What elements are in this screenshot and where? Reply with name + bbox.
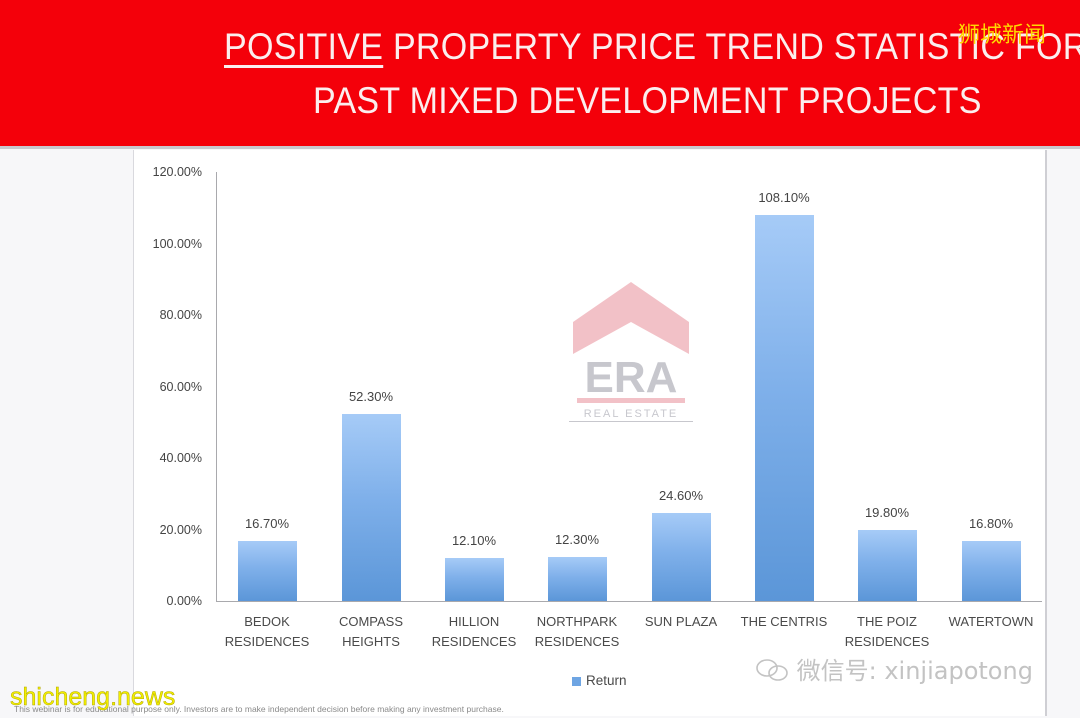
bar [961, 540, 1021, 601]
y-tick: 120.00% [152, 165, 202, 179]
x-category-label: NORTHPARK RESIDENCES [525, 612, 629, 652]
x-category-label: SUN PLAZA [629, 612, 733, 632]
title-line-1-rest: PROPERTY PRICE TREND STATISTIC FOR [383, 26, 1080, 67]
x-category-label: WATERTOWN [939, 612, 1043, 632]
wechat-icon [756, 659, 788, 681]
x-label-line-2: RESIDENCES [534, 634, 620, 649]
bar-value-label: 24.60% [658, 488, 704, 504]
disclaimer-text: This webinar is for educational purpose … [14, 704, 504, 714]
chinese-watermark: 狮城新闻 [958, 23, 1047, 48]
y-tick: 80.00% [159, 308, 202, 322]
page-title-line-2: PAST MIXED DEVELOPMENT PROJECTS [313, 80, 982, 121]
x-label-line-1: NORTHPARK [536, 614, 618, 629]
bar [444, 557, 504, 601]
bar [341, 414, 401, 601]
title-underlined-word: POSITIVE [224, 26, 384, 67]
y-tick: 60.00% [159, 380, 202, 394]
x-category-label: HILLION RESIDENCES [422, 612, 526, 652]
bar-value-label: 19.80% [864, 505, 910, 521]
logo-brand: ERA [585, 353, 678, 402]
x-label-line-2: RESIDENCES [844, 634, 930, 649]
bar [237, 541, 297, 601]
x-label-line-2: RESIDENCES [431, 634, 517, 649]
wechat-id-text: 微信号: xinjiapotong [796, 657, 1033, 685]
bar [651, 513, 711, 601]
x-label-line-1: THE POIZ [857, 614, 917, 629]
site-watermark: shicheng.news [10, 683, 176, 712]
title-banner: POSITIVE PROPERTY PRICE TREND STATISTIC … [0, 0, 1080, 149]
x-label-line-2: RESIDENCES [224, 634, 310, 649]
bar [547, 557, 607, 601]
y-tick: 40.00% [159, 451, 202, 465]
x-label-line-2: HEIGHTS [342, 634, 400, 649]
chart-panel [133, 150, 1047, 716]
y-tick: 100.00% [152, 237, 202, 251]
x-category-label: BEDOK RESIDENCES [215, 612, 319, 652]
bar-value-label: 52.30% [348, 389, 394, 405]
bar [754, 214, 814, 601]
legend-swatch-return [572, 676, 581, 686]
wechat-watermark: 微信号: xinjiapotong [755, 651, 1033, 686]
x-label-line-1: BEDOK [244, 614, 290, 629]
x-axis-line [216, 601, 1042, 602]
x-category-label: THE POIZ RESIDENCES [835, 612, 939, 652]
bar [857, 530, 917, 601]
x-label-line-1: COMPASS [338, 614, 404, 629]
x-category-label: THE CENTRIS [732, 612, 836, 632]
bar-value-label: 16.80% [968, 515, 1014, 531]
logo-tagline: REAL ESTATE [584, 408, 679, 420]
x-category-label: COMPASS HEIGHTS [319, 612, 423, 652]
page-title-line-1: POSITIVE PROPERTY PRICE TREND STATISTIC … [224, 26, 1080, 68]
y-tick: 0.00% [166, 594, 202, 608]
bar-value-label: 12.10% [451, 532, 497, 548]
bar-value-label: 16.70% [244, 516, 290, 532]
x-label-line-1: SUN PLAZA [644, 614, 718, 629]
x-label-line-1: THE CENTRIS [740, 614, 828, 629]
y-tick: 20.00% [159, 523, 202, 537]
bar-value-label: 108.10% [758, 189, 810, 205]
y-axis-line [216, 172, 217, 602]
legend-label-return: Return [586, 673, 627, 688]
house-roof-icon: ERA REAL ESTATE [569, 282, 693, 422]
chart-legend: Return [572, 673, 627, 688]
x-label-line-1: WATERTOWN [948, 614, 1034, 629]
era-logo: ERA REAL ESTATE [565, 282, 697, 424]
x-label-line-1: HILLION [448, 614, 500, 629]
bar-value-label: 12.30% [554, 532, 600, 548]
